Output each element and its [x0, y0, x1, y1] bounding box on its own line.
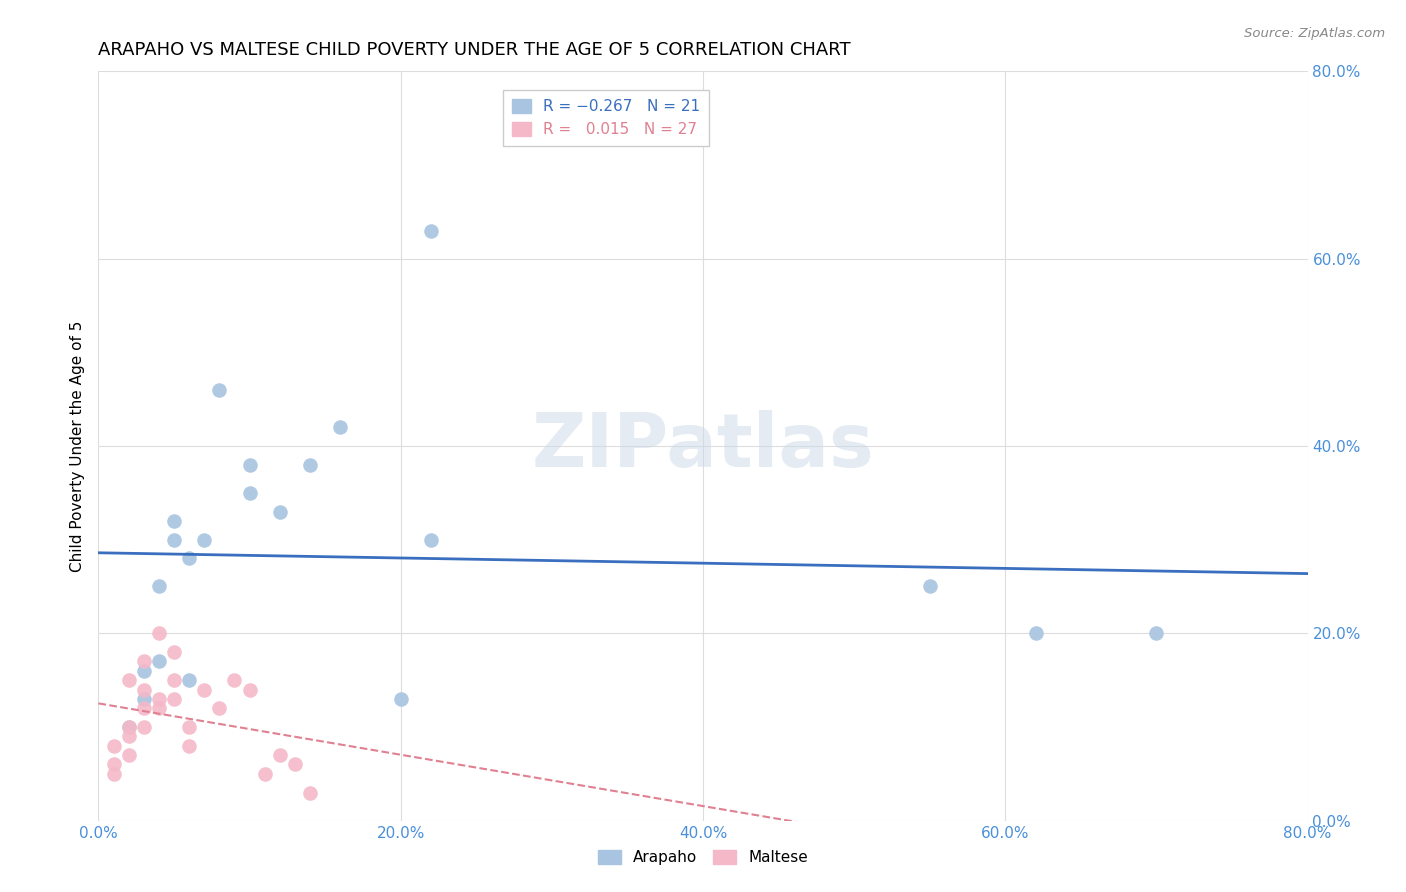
Point: [253, 767, 276, 781]
Point: [103, 739, 125, 753]
Point: [148, 580, 170, 594]
Point: [118, 747, 141, 762]
Point: [299, 786, 322, 800]
Point: [163, 692, 186, 706]
Text: ARAPAHO VS MALTESE CHILD POVERTY UNDER THE AGE OF 5 CORRELATION CHART: ARAPAHO VS MALTESE CHILD POVERTY UNDER T…: [98, 41, 851, 59]
Point: [299, 458, 322, 472]
Point: [163, 673, 186, 688]
Point: [193, 533, 215, 547]
Point: [179, 739, 201, 753]
Point: [269, 747, 291, 762]
Point: [284, 757, 307, 772]
Point: [132, 664, 155, 678]
Point: [148, 701, 170, 715]
Point: [269, 505, 291, 519]
Point: [239, 682, 262, 697]
Point: [420, 223, 443, 237]
Point: [132, 655, 155, 669]
Point: [103, 767, 125, 781]
Point: [179, 551, 201, 566]
Point: [118, 730, 141, 744]
Text: ZIPatlas: ZIPatlas: [531, 409, 875, 483]
Point: [224, 673, 246, 688]
Point: [193, 682, 215, 697]
Point: [179, 720, 201, 734]
Point: [132, 692, 155, 706]
Point: [163, 645, 186, 659]
Point: [329, 420, 352, 434]
Point: [163, 514, 186, 528]
Legend: Arapaho, Maltese: Arapaho, Maltese: [591, 843, 815, 873]
Y-axis label: Child Poverty Under the Age of 5: Child Poverty Under the Age of 5: [70, 320, 86, 572]
Point: [132, 720, 155, 734]
Point: [118, 720, 141, 734]
Point: [239, 486, 262, 500]
Text: Source: ZipAtlas.com: Source: ZipAtlas.com: [1244, 27, 1385, 40]
Point: [1024, 626, 1046, 640]
Point: [239, 458, 262, 472]
Point: [132, 701, 155, 715]
Point: [420, 533, 443, 547]
Point: [163, 533, 186, 547]
Point: [148, 655, 170, 669]
Point: [118, 673, 141, 688]
Point: [208, 701, 231, 715]
Point: [132, 682, 155, 697]
Point: [389, 692, 412, 706]
Point: [148, 626, 170, 640]
Point: [148, 692, 170, 706]
Point: [103, 757, 125, 772]
Point: [118, 720, 141, 734]
Point: [1144, 626, 1167, 640]
Point: [208, 383, 231, 397]
Point: [918, 580, 941, 594]
Point: [179, 673, 201, 688]
